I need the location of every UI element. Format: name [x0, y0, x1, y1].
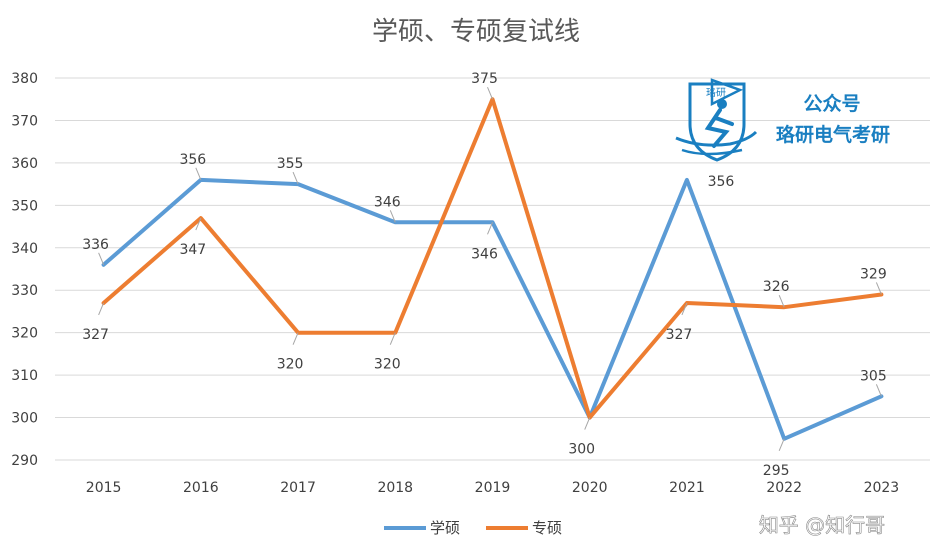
- data-label-leader: [487, 222, 493, 235]
- data-label-series-1: 346: [374, 194, 401, 210]
- x-tick-label: 2023: [864, 480, 900, 496]
- y-axis-tick-labels: 290 300 310 320 330 340 350 360 370 380: [11, 71, 38, 469]
- chart-title: 学硕、专硕复试线: [372, 17, 580, 47]
- x-tick-label: 2020: [572, 480, 608, 496]
- data-labels: 336 356 355 346 346 356 295 305 327 347 320 320 375 3…: [82, 71, 887, 479]
- x-tick-label: 2017: [280, 480, 316, 496]
- watermark-line1: 公众号: [803, 92, 860, 115]
- x-tick-label: 2019: [475, 480, 511, 496]
- data-label-leader: [98, 302, 105, 316]
- data-label-series-2: 327: [666, 327, 693, 343]
- data-label-leader: [195, 217, 202, 231]
- y-tick-label: 290: [11, 453, 38, 469]
- y-tick-label: 340: [11, 241, 38, 257]
- data-label-leader: [98, 252, 105, 265]
- data-label-series-2: 347: [179, 242, 206, 258]
- data-label-leader: [778, 295, 785, 308]
- data-label-leader: [292, 332, 299, 345]
- data-label-series-2: 320: [277, 357, 304, 373]
- data-label-series-2: 300: [568, 442, 595, 458]
- series-line-1: [101, 177, 884, 441]
- watermark: 珞研 公众号 珞研电气考研: [675, 78, 890, 162]
- x-tick-label: 2018: [377, 480, 413, 496]
- data-label-leader: [681, 302, 688, 316]
- data-label-leader: [778, 438, 785, 451]
- y-tick-label: 330: [11, 283, 38, 299]
- x-tick-label: 2015: [86, 480, 122, 496]
- legend-label-series-1: 学硕: [430, 519, 460, 537]
- grid-lines: [55, 77, 930, 461]
- data-label-series-1: 336: [82, 237, 109, 253]
- data-label-series-2: 320: [374, 357, 401, 373]
- data-label-leader: [292, 171, 299, 185]
- legend-label-series-2: 专硕: [532, 519, 562, 537]
- y-tick-label: 300: [11, 411, 38, 427]
- legend: 学硕 专硕: [384, 519, 562, 537]
- data-label-series-1: 346: [471, 246, 498, 262]
- y-tick-label: 320: [11, 326, 38, 342]
- data-label-leader: [875, 282, 882, 295]
- data-label-series-2: 329: [860, 266, 887, 282]
- data-label-series-2: 326: [763, 279, 790, 295]
- data-label-leader: [487, 87, 493, 100]
- data-label-series-1: 305: [860, 368, 887, 384]
- skier-logo-icon: 珞研: [675, 78, 758, 162]
- data-label-series-2: 375: [471, 71, 498, 87]
- data-label-series-1: 295: [763, 463, 790, 479]
- data-label-leader: [584, 417, 591, 430]
- y-tick-label: 350: [11, 198, 38, 214]
- y-tick-label: 360: [11, 156, 38, 172]
- data-label-leader: [875, 384, 882, 397]
- x-tick-label: 2022: [766, 480, 802, 496]
- data-label-series-1: 356: [708, 174, 735, 190]
- y-tick-label: 380: [11, 71, 38, 87]
- data-label-leader: [195, 167, 202, 181]
- watermark-line2: 珞研电气考研: [776, 123, 890, 146]
- y-tick-label: 310: [11, 368, 38, 384]
- y-tick-label: 370: [11, 113, 38, 129]
- data-label-series-2: 327: [82, 327, 109, 343]
- data-label-series-1: 355: [277, 156, 304, 172]
- data-label-leader: [389, 332, 396, 345]
- x-tick-label: 2021: [669, 480, 705, 496]
- watermark-logo-text: 珞研: [706, 86, 726, 99]
- footer-watermark: 知乎 @知行哥: [759, 513, 885, 537]
- x-tick-label: 2016: [183, 480, 219, 496]
- data-label-series-1: 356: [179, 152, 206, 168]
- data-label-leader: [389, 210, 396, 223]
- x-axis-tick-labels: 2015 2016 2017 2018 2019 2020 2021 2022 2023: [86, 480, 899, 496]
- series-lines: [101, 97, 884, 441]
